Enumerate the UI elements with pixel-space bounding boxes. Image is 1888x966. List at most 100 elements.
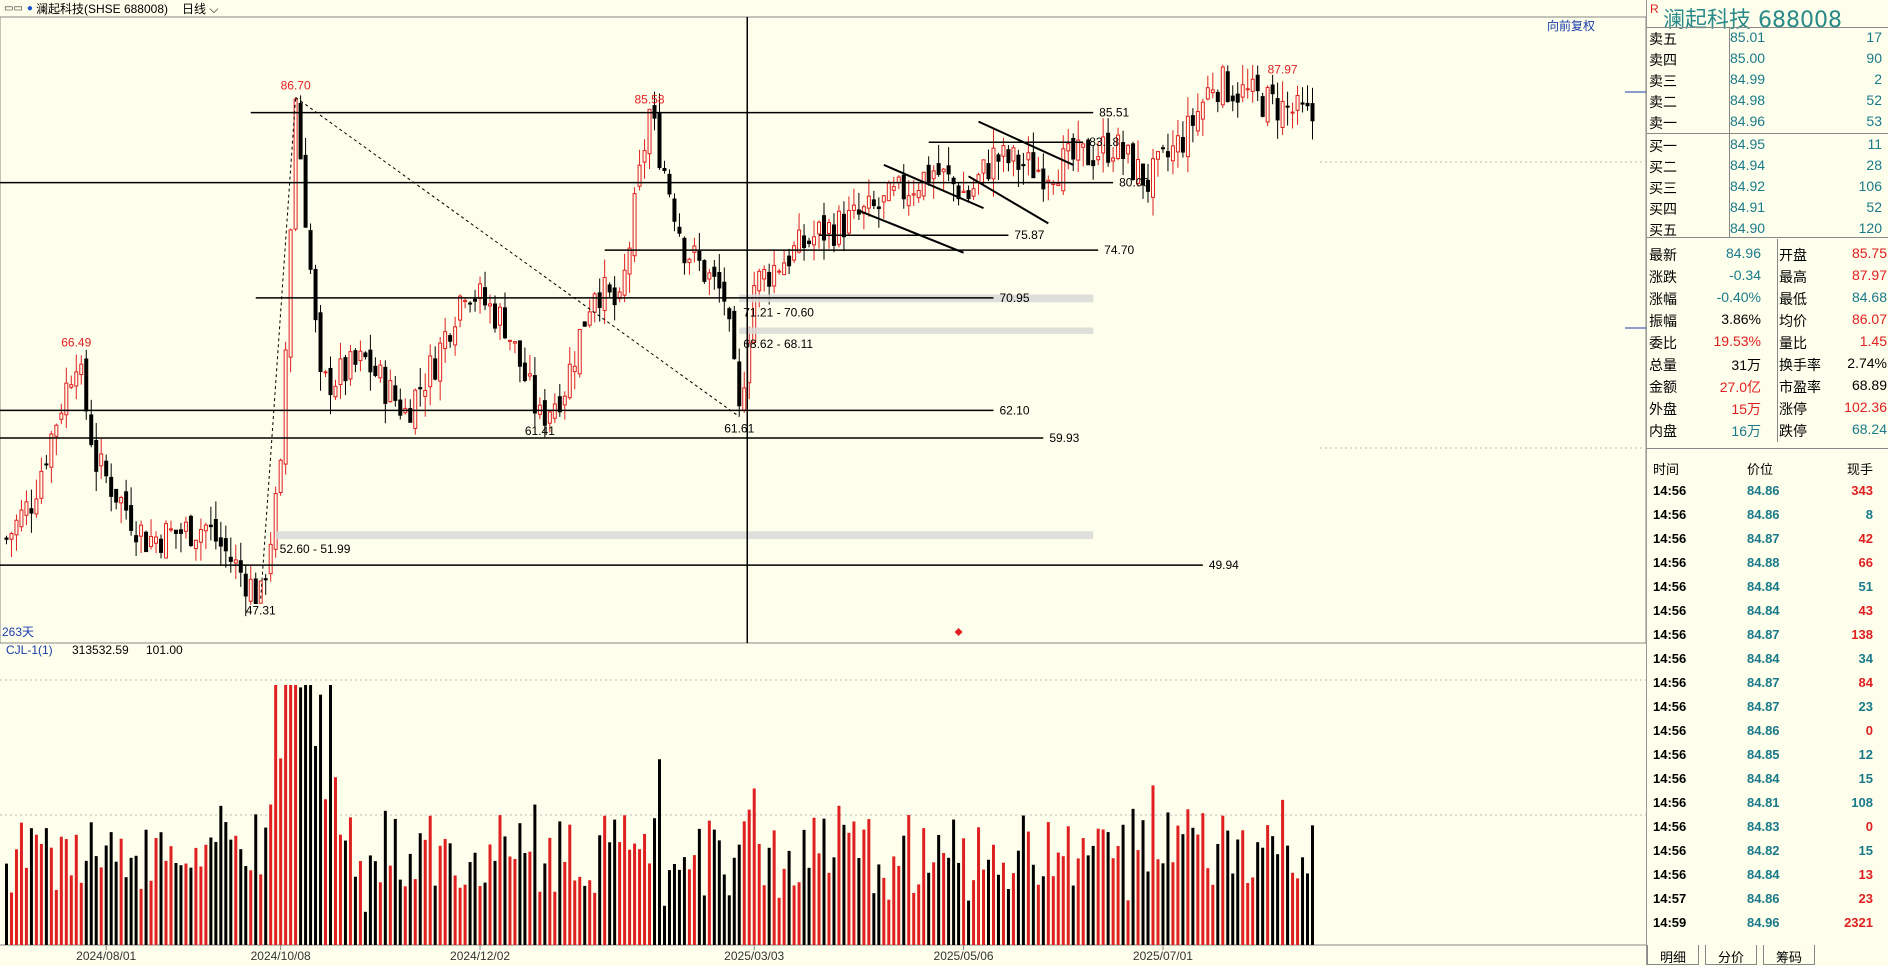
volume-bar (338, 834, 342, 945)
volume-bar (1016, 850, 1020, 945)
volume-bar (817, 853, 821, 945)
volume-bar (1176, 825, 1180, 945)
candle-body (1220, 66, 1225, 106)
trendline (968, 175, 1049, 225)
candle-body (413, 389, 418, 429)
candle-body (777, 270, 782, 273)
candle-body (119, 496, 124, 504)
volume-bar (1091, 845, 1095, 945)
tab-2[interactable]: 筹码 (1763, 945, 1816, 965)
volume-bar (1266, 825, 1270, 945)
candle-body (14, 519, 19, 536)
candle-body (144, 531, 149, 553)
candle-body (702, 260, 707, 282)
tick-time: 14:56 (1653, 603, 1687, 618)
candle-body (1011, 147, 1016, 162)
candle-body (1150, 158, 1155, 198)
candle-body (263, 578, 268, 581)
divider (1647, 237, 1888, 238)
tick-row: 14:56 84.87 84 (1647, 670, 1888, 694)
stat-value: 31万 (1731, 357, 1761, 373)
candle-body (1116, 134, 1121, 160)
candle-body (74, 371, 79, 387)
price-chart[interactable]: 71.21 - 70.60 68.62 - 68.11 52.60 - 51.99 8… (0, 0, 1646, 965)
price-marker-label: 61.41 (525, 424, 555, 438)
orderbook-price: 85.01 (1730, 29, 1766, 45)
tick-row: 14:56 84.86 8 (1647, 502, 1888, 526)
volume-bar (1181, 834, 1185, 945)
volume-bar (433, 885, 437, 945)
tick-price: 84.81 (1747, 795, 1780, 810)
tick-price: 84.84 (1747, 867, 1780, 882)
volume-bar (1196, 834, 1200, 945)
candle-body (253, 578, 258, 604)
tick-time: 14:56 (1653, 675, 1687, 690)
volume-bar (149, 880, 153, 945)
window-icon[interactable]: ▭▭ (4, 3, 23, 14)
candle-body (1270, 84, 1275, 95)
volume-bar (1106, 832, 1110, 945)
volume-bar (782, 868, 786, 945)
candle-body (841, 213, 846, 238)
volume-bar (787, 850, 791, 945)
zone-label: 52.60 - 51.99 (280, 542, 351, 556)
volume-bar (1011, 873, 1015, 945)
candle-body (218, 537, 223, 547)
volume-bar (832, 857, 836, 945)
candle-body (408, 408, 413, 423)
price-marker-label: 86.70 (281, 78, 311, 92)
volume-bar (707, 820, 711, 945)
volume-bar (1051, 876, 1055, 945)
volume-bar (1156, 859, 1160, 945)
volume-bar (199, 866, 203, 945)
orderbook-volume: 106 (1858, 178, 1882, 194)
indicator-name[interactable]: CJL-1(1) (6, 643, 53, 657)
volume-bar (229, 839, 233, 945)
trendline (978, 120, 1074, 166)
orderbook-row: 买三 84.92 106 (1647, 176, 1888, 197)
stat-label: 振幅 (1649, 313, 1677, 329)
volume-bar (478, 886, 482, 945)
volume-bar (1021, 815, 1025, 945)
volume-bar (1281, 799, 1285, 945)
stat-label: 最新 (1649, 247, 1677, 263)
candle-body (323, 371, 328, 374)
stat-value: 19.53% (1713, 333, 1761, 349)
volume-bar (234, 835, 238, 945)
volume-bar (837, 805, 841, 945)
stat-value: 3.86% (1721, 311, 1761, 327)
candle-body (388, 380, 393, 403)
candle-body (1160, 147, 1165, 150)
volume-bar (977, 827, 981, 945)
volume-bar (49, 847, 53, 945)
volume-bar (528, 851, 532, 945)
candle-body (1046, 179, 1051, 183)
volume-bar (897, 865, 901, 945)
volume-bar (877, 864, 881, 945)
volume-bar (109, 832, 113, 945)
candle-body (497, 306, 502, 326)
candle-body (368, 349, 373, 373)
volume-bar (59, 836, 63, 945)
tab-0[interactable]: 明细 (1647, 945, 1700, 965)
period-selector[interactable]: 日线 ⌵ (182, 0, 218, 17)
candle-body (448, 335, 453, 342)
period-label: 日线 (182, 2, 207, 16)
adjust-mode-label[interactable]: 向前复权 (1547, 18, 1595, 33)
volume-bar (154, 837, 158, 945)
volume-bar (962, 838, 966, 945)
tick-row: 14:56 84.84 15 (1647, 766, 1888, 790)
quote-panel: R 澜起科技 688008 卖五 85.01 17 卖四 85.00 90 卖三 84.99 2… (1646, 0, 1888, 965)
volume-bar (249, 870, 253, 945)
candle-body (233, 559, 238, 564)
orderbook-price: 84.90 (1730, 220, 1766, 236)
tab-1[interactable]: 分价 (1705, 945, 1758, 965)
volume-bar (84, 860, 88, 945)
orderbook-price: 85.00 (1730, 50, 1766, 66)
candle-body (1076, 139, 1081, 161)
candle-body (328, 367, 333, 396)
volume-bar (1131, 808, 1135, 945)
candle-body (313, 268, 318, 321)
candle-body (173, 529, 178, 534)
stock-name: 澜起科技 688008 (1663, 8, 1842, 33)
